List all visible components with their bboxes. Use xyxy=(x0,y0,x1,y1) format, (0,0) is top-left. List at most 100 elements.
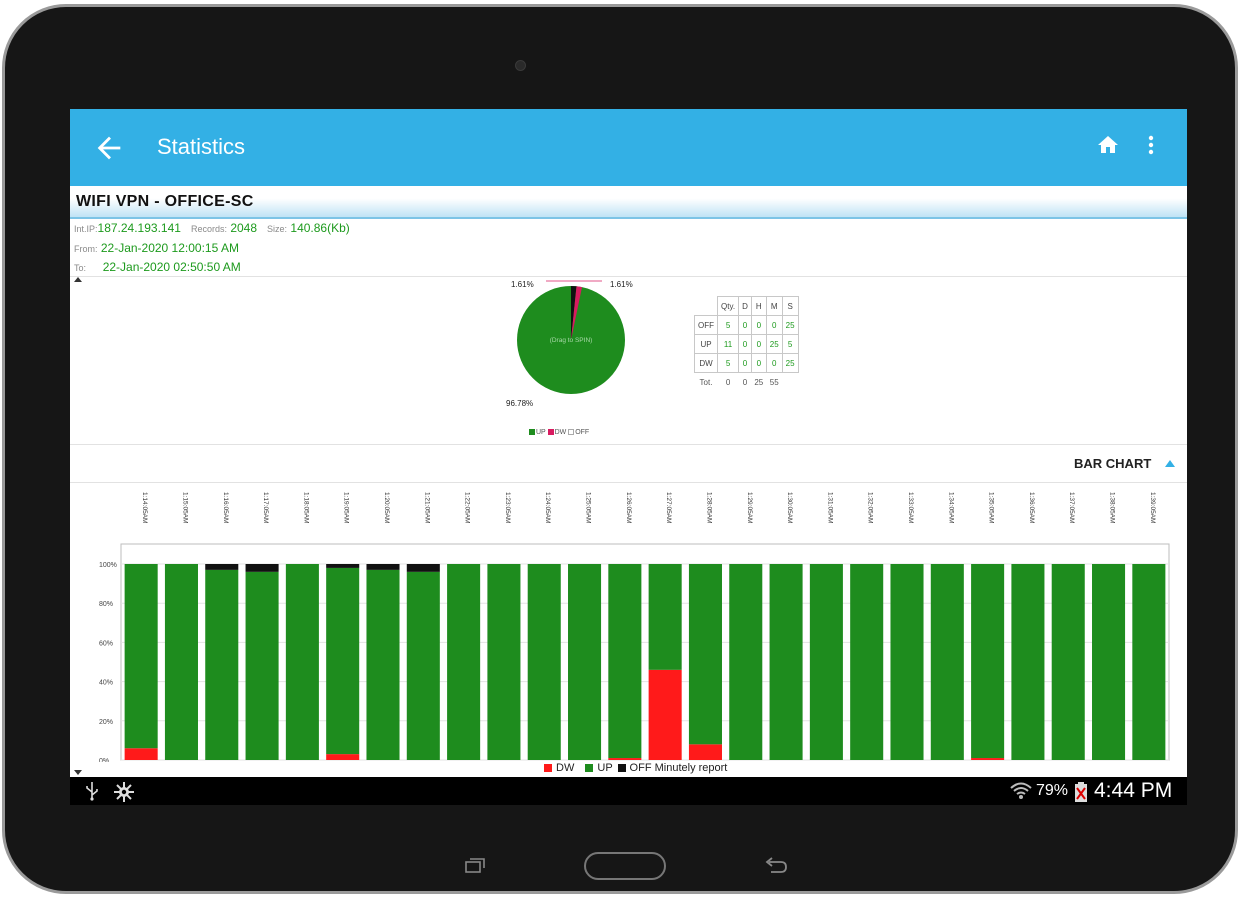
stats-cell: 0 xyxy=(750,353,767,373)
status-bar: 79% 4:44 PM xyxy=(70,777,1187,805)
bar-segment-up xyxy=(930,564,964,760)
pie-legend: UP DW OFF xyxy=(529,429,589,436)
from-label: From: xyxy=(74,244,98,254)
stats-row-up: UP 11 0 0 25 5 xyxy=(694,334,799,354)
scroll-down-arrow-icon[interactable] xyxy=(74,770,82,775)
stats-cell: 0 xyxy=(750,315,767,335)
y-tick-label: 60% xyxy=(99,640,113,647)
legend-swatch-off xyxy=(617,764,626,773)
bar-segment-up xyxy=(729,564,763,760)
battery-icon xyxy=(1075,782,1087,802)
overflow-menu-icon[interactable] xyxy=(1143,133,1159,157)
y-tick-label: 20% xyxy=(99,719,113,726)
tablet-frame: Statistics WIFI VPN - OFFICE-SC Int.IP: 1… xyxy=(2,4,1238,894)
stats-cell: 0 xyxy=(738,353,752,373)
bar-segment-off xyxy=(406,564,440,572)
x-tick-label: 1:21:05AM xyxy=(423,492,430,523)
stats-header-row: Qty. D H M S xyxy=(695,296,799,316)
stats-total-spacer xyxy=(782,373,798,392)
to-value: 22-Jan-2020 02:50:50 AM xyxy=(102,260,241,274)
bar-segment-dw xyxy=(648,669,682,760)
bar-segment-up xyxy=(971,564,1005,759)
bar-chart-title: BAR CHART xyxy=(1074,456,1152,471)
stats-total-cell: 0 xyxy=(742,377,748,387)
stats-cell: 5 xyxy=(716,315,740,335)
stats-total-label: Tot. xyxy=(699,377,713,387)
x-tick-label: 1:24:05AM xyxy=(544,492,551,523)
legend-up: UP xyxy=(597,762,613,774)
legend-swatch-dw xyxy=(544,764,552,773)
legend-off: OFF xyxy=(575,429,590,436)
x-tick-label: 1:28:05AM xyxy=(705,492,712,523)
x-tick-label: 1:14:05AM xyxy=(141,492,148,523)
bar-segment-up xyxy=(1051,564,1085,760)
legend-dw: DW xyxy=(556,762,575,774)
bar-segment-up xyxy=(890,564,924,760)
divider xyxy=(70,444,1187,445)
settings-gear-icon xyxy=(114,782,134,802)
scroll-up-arrow-icon[interactable] xyxy=(74,277,82,282)
back-button-icon[interactable] xyxy=(763,856,789,876)
bar-segment-off xyxy=(205,564,239,570)
bar-segment-up xyxy=(688,564,722,745)
pie-chart[interactable]: (Drag to SPIN) xyxy=(500,279,650,409)
stats-cell: 5 xyxy=(781,334,799,354)
x-tick-label: 1:20:05AM xyxy=(383,492,390,523)
x-tick-label: 1:19:05AM xyxy=(343,492,350,523)
bar-segment-up xyxy=(1011,564,1045,760)
bar-segment-off xyxy=(326,564,360,568)
home-icon[interactable] xyxy=(1096,133,1120,157)
to-label: To: xyxy=(74,263,87,273)
info-line-from: From: 22-Jan-2020 12:00:15 AM xyxy=(74,241,239,255)
usb-icon xyxy=(86,782,98,801)
x-tick-label: 1:22:05AM xyxy=(464,492,471,523)
bar-segment-up xyxy=(850,564,884,760)
size-label: Size: xyxy=(267,224,288,234)
x-tick-label: 1:25:05AM xyxy=(585,492,592,523)
bar-segment-up xyxy=(447,564,481,760)
pie-slice-off xyxy=(571,286,577,340)
y-tick-label: 80% xyxy=(99,601,113,608)
recent-apps-icon[interactable] xyxy=(465,858,485,873)
back-arrow-icon[interactable] xyxy=(92,131,126,165)
collapse-triangle-icon[interactable] xyxy=(1165,460,1175,467)
app-bar: Statistics xyxy=(70,109,1187,186)
stats-row-label: DW xyxy=(694,353,718,373)
network-header-band xyxy=(70,186,1187,219)
stats-table: Qty. D H M S OFF 5 0 0 0 25 UP 11 0 0 25… xyxy=(694,296,799,391)
divider xyxy=(70,482,1187,483)
bar-segment-up xyxy=(124,564,158,749)
stats-header: S xyxy=(781,296,799,316)
x-tick-label: 1:36:05AM xyxy=(1028,492,1035,523)
home-button[interactable] xyxy=(584,852,666,880)
bar-chart-legend: DW UP OFF Minutely report xyxy=(542,762,727,774)
divider xyxy=(70,276,1187,277)
stats-cell: 25 xyxy=(781,353,799,373)
battery-percent: 79% xyxy=(1036,782,1069,799)
x-tick-label: 1:39:05AM xyxy=(1149,492,1156,523)
stats-row-off: OFF 5 0 0 0 25 xyxy=(694,315,799,335)
legend-up: UP xyxy=(536,429,546,436)
x-tick-label: 1:29:05AM xyxy=(746,492,753,523)
bar-segment-dw xyxy=(971,758,1005,760)
stats-cell: 0 xyxy=(738,315,752,335)
bar-segment-up xyxy=(527,564,561,760)
x-tick-label: 1:34:05AM xyxy=(947,492,954,523)
legend-swatch-off xyxy=(568,429,575,436)
int-ip-label: Int.IP: xyxy=(74,224,98,234)
x-tick-label: 1:33:05AM xyxy=(907,492,914,523)
pie-label-top-right: 1.61% xyxy=(610,280,633,289)
wifi-icon xyxy=(1010,782,1032,799)
stats-cell: 11 xyxy=(716,334,740,354)
screen: Statistics WIFI VPN - OFFICE-SC Int.IP: 1… xyxy=(70,109,1187,805)
pie-label-bottom: 96.78% xyxy=(506,399,534,408)
legend-dw: DW xyxy=(554,429,567,436)
clock: 4:44 PM xyxy=(1094,779,1173,802)
bar-segment-up xyxy=(205,569,239,760)
legend-note: Minutely report xyxy=(654,762,728,774)
network-name: WIFI VPN - OFFICE-SC xyxy=(76,193,254,210)
bar-segment-up xyxy=(648,564,682,670)
bar-segment-up xyxy=(568,564,602,760)
stats-cell: 0 xyxy=(750,334,767,354)
records-label: Records: xyxy=(190,224,227,234)
